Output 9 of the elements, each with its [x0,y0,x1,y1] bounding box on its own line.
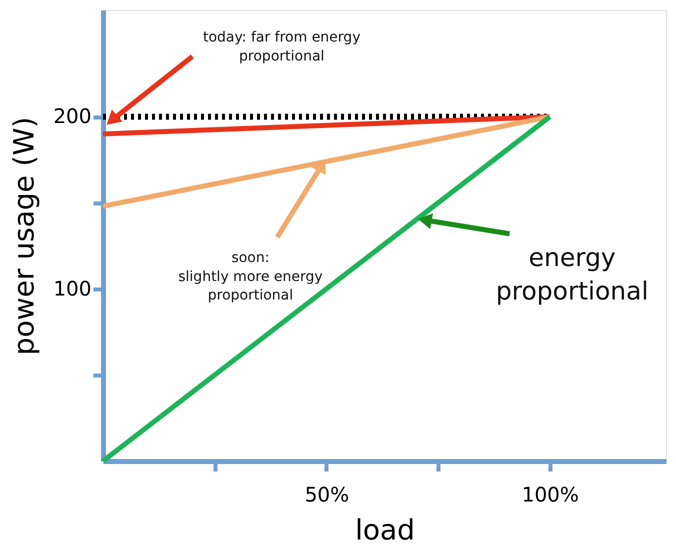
x-tick-label: 50% [304,482,350,506]
y-tick-label: 100 [53,276,92,300]
y-axis-title: power usage (W) [7,116,40,356]
annotation: today: far from energy proportional [202,30,360,64]
annotation: energy proportional [496,242,648,306]
x-tick-label: 100% [522,482,579,506]
x-axis-title: load [355,514,415,546]
annotation: soon: slightly more energy proportional [178,250,323,304]
y-tick-label: 200 [53,104,92,128]
